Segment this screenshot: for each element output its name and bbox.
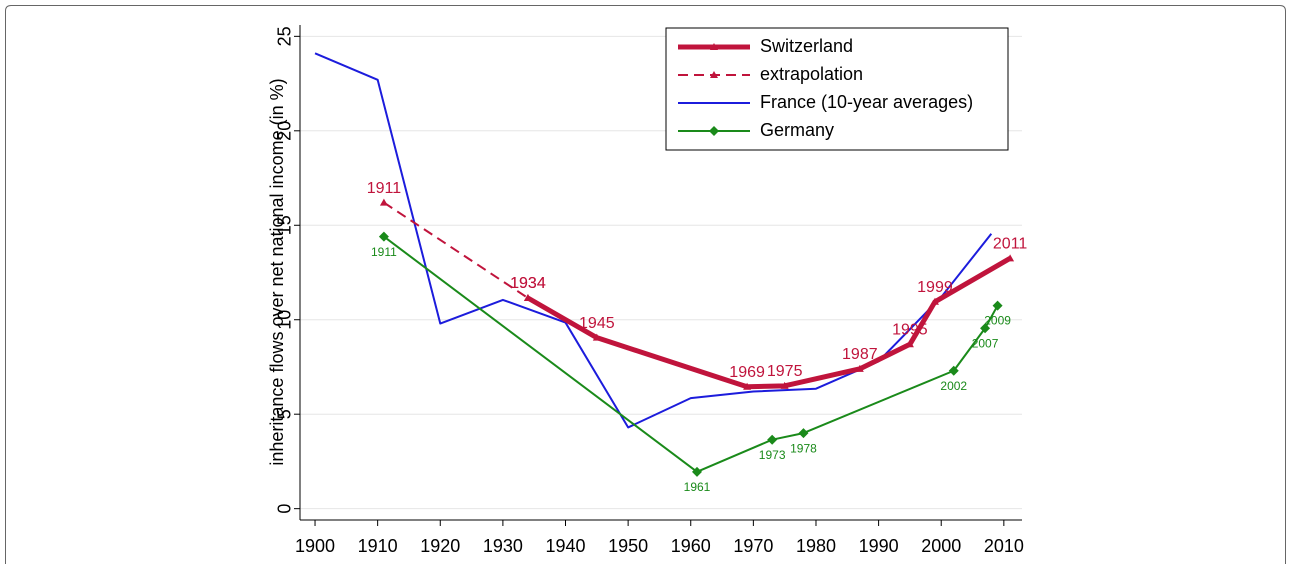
marker (523, 294, 532, 302)
point-label: 2007 (972, 336, 999, 350)
point-label: 1987 (842, 346, 878, 363)
y-tick-label: 20 (275, 121, 295, 141)
marker (378, 231, 389, 242)
line (383, 235, 999, 473)
frame (5, 5, 1286, 564)
x-tick-label: 1960 (671, 536, 711, 556)
legend-marker (710, 71, 718, 78)
x-tick-label: 1940 (545, 536, 585, 556)
marker (379, 198, 388, 206)
x-tick-label: 2000 (921, 536, 961, 556)
point-label: 1911 (371, 245, 397, 259)
y-tick-label: 5 (275, 409, 295, 419)
marker (948, 365, 959, 376)
point-label: 1961 (684, 480, 711, 494)
y-tick-label: 0 (275, 504, 295, 514)
line (526, 256, 1012, 390)
marker (855, 364, 864, 372)
y-axis-title: inheritance flows over net national inco… (267, 78, 287, 465)
legend-label: France (10-year averages) (760, 92, 973, 112)
x-tick-label: 1990 (859, 536, 899, 556)
marker (780, 381, 789, 389)
marker (1006, 254, 1015, 262)
marker (992, 300, 1003, 311)
x-tick-label: 1900 (295, 536, 335, 556)
point-label: 1934 (510, 275, 546, 292)
legend-label: Germany (760, 120, 834, 140)
marker (905, 340, 914, 348)
point-label: 1945 (579, 315, 615, 332)
marker (930, 297, 939, 305)
line (314, 52, 993, 429)
line (383, 201, 529, 299)
x-tick-label: 1930 (483, 536, 523, 556)
legend-label: Switzerland (760, 36, 853, 56)
marker (743, 382, 752, 390)
point-label: 1975 (767, 363, 803, 380)
x-tick-label: 1920 (420, 536, 460, 556)
point-label: 1911 (367, 180, 402, 197)
x-tick-label: 1980 (796, 536, 836, 556)
marker (692, 466, 703, 477)
point-label: 1973 (759, 448, 786, 462)
point-label: 1969 (729, 364, 765, 381)
x-tick-label: 1970 (733, 536, 773, 556)
legend-label: extrapolation (760, 64, 863, 84)
y-tick-label: 10 (275, 310, 295, 330)
marker (798, 428, 809, 439)
y-tick-label: 25 (275, 26, 295, 46)
point-label: 1999 (917, 279, 953, 296)
marker (592, 333, 601, 341)
point-label: 1934 (510, 275, 546, 292)
point-label: 1978 (790, 441, 817, 455)
x-tick-label: 1910 (358, 536, 398, 556)
point-label: 2002 (940, 379, 967, 393)
y-tick-label: 15 (275, 215, 295, 235)
legend-marker (710, 43, 718, 50)
legend-marker (709, 126, 719, 136)
point-label: 2009 (984, 314, 1011, 328)
marker (767, 434, 778, 445)
marker (980, 323, 991, 334)
x-tick-label: 2010 (984, 536, 1024, 556)
x-tick-label: 1950 (608, 536, 648, 556)
point-label: 2011 (993, 236, 1028, 253)
point-label: 1995 (892, 322, 928, 339)
